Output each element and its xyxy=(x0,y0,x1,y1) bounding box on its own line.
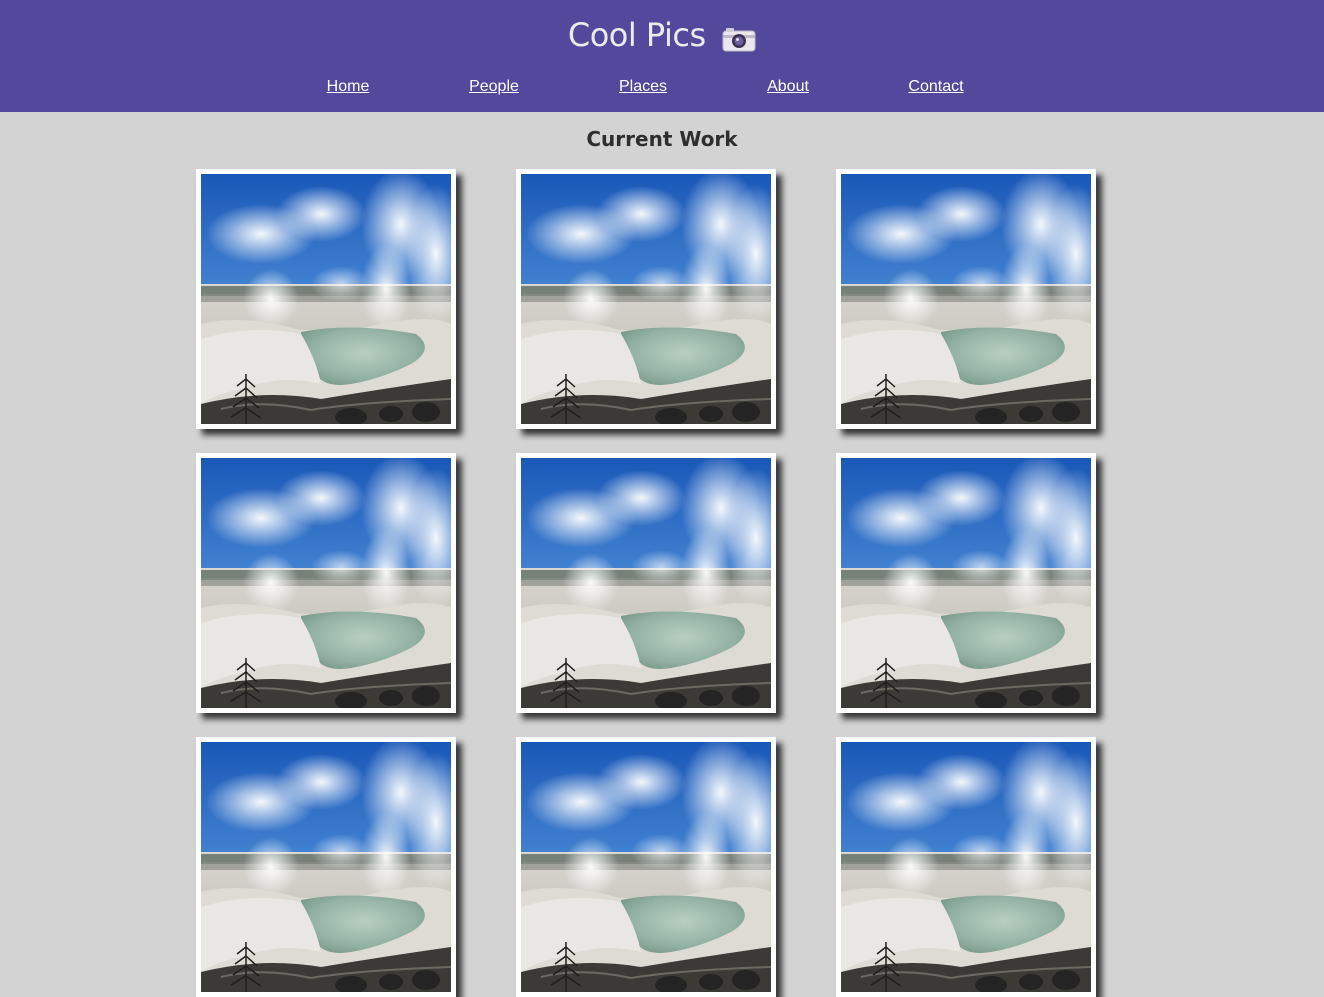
gallery-photo[interactable] xyxy=(836,169,1096,429)
gallery-photo[interactable] xyxy=(836,737,1096,997)
site-title: Cool Pics xyxy=(567,16,706,54)
section-heading: Current Work xyxy=(586,127,738,151)
gallery-photo[interactable] xyxy=(196,453,456,713)
nav-link-home[interactable]: Home xyxy=(326,78,370,95)
gallery-photo[interactable] xyxy=(516,169,776,429)
title-row: Cool Pics xyxy=(0,12,1324,60)
main-nav: Home People Places About Contact xyxy=(0,78,1324,100)
camera-icon xyxy=(722,26,756,52)
site-header: Cool Pics Home People Places About Conta… xyxy=(0,0,1324,112)
nav-link-about[interactable]: About xyxy=(767,78,809,95)
nav-link-people[interactable]: People xyxy=(469,78,519,95)
gallery-photo[interactable] xyxy=(836,453,1096,713)
gallery-photo[interactable] xyxy=(516,453,776,713)
gallery-photo[interactable] xyxy=(196,737,456,997)
nav-link-contact[interactable]: Contact xyxy=(908,78,964,95)
gallery-photo[interactable] xyxy=(196,169,456,429)
nav-link-places[interactable]: Places xyxy=(618,78,668,95)
gallery-photo[interactable] xyxy=(516,737,776,997)
